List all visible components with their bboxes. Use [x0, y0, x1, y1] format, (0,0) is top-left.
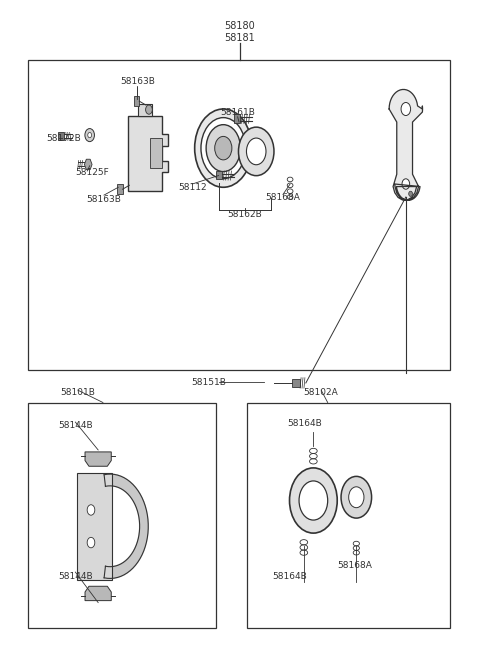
- Bar: [247, 403, 450, 627]
- Bar: [28, 403, 216, 627]
- Text: 58168A: 58168A: [337, 561, 372, 570]
- Circle shape: [401, 102, 410, 115]
- Circle shape: [145, 105, 152, 114]
- Circle shape: [206, 124, 240, 172]
- Bar: [216, 171, 222, 179]
- Circle shape: [299, 481, 328, 520]
- Circle shape: [341, 476, 372, 518]
- Bar: [117, 184, 122, 195]
- Circle shape: [246, 138, 266, 165]
- Text: 58161B: 58161B: [220, 108, 255, 117]
- Bar: [292, 379, 300, 387]
- Circle shape: [239, 127, 274, 176]
- Text: 58144B: 58144B: [58, 421, 93, 430]
- Bar: [77, 473, 112, 580]
- Text: 58112: 58112: [178, 183, 206, 192]
- Circle shape: [85, 128, 95, 141]
- Text: 58125F: 58125F: [75, 168, 109, 178]
- Text: 58168A: 58168A: [265, 193, 300, 202]
- Text: 58163B: 58163B: [120, 77, 155, 86]
- Circle shape: [408, 191, 412, 196]
- Circle shape: [88, 132, 92, 138]
- Polygon shape: [85, 452, 111, 466]
- Text: 58163B: 58163B: [86, 195, 121, 204]
- Circle shape: [402, 179, 409, 189]
- Bar: [138, 103, 152, 115]
- Polygon shape: [104, 474, 148, 578]
- Polygon shape: [389, 90, 422, 200]
- Text: 58164B: 58164B: [273, 572, 308, 581]
- Text: 58162B: 58162B: [228, 210, 262, 219]
- Text: 58102A: 58102A: [304, 388, 338, 396]
- Bar: [133, 96, 139, 106]
- Circle shape: [348, 487, 364, 508]
- Circle shape: [87, 537, 95, 548]
- Bar: [234, 114, 240, 122]
- Text: 58164B: 58164B: [287, 419, 322, 428]
- Circle shape: [201, 118, 246, 179]
- Bar: [150, 138, 162, 168]
- Bar: [28, 60, 450, 370]
- Text: 58172B: 58172B: [47, 134, 82, 143]
- Circle shape: [289, 468, 337, 533]
- Polygon shape: [128, 115, 168, 191]
- Text: 58181: 58181: [225, 33, 255, 43]
- Polygon shape: [84, 159, 92, 170]
- Text: 58144B: 58144B: [58, 572, 93, 581]
- Bar: [58, 132, 64, 140]
- Text: 58180: 58180: [225, 21, 255, 31]
- Text: 58101B: 58101B: [60, 388, 95, 396]
- Polygon shape: [85, 586, 111, 601]
- Text: 58151B: 58151B: [192, 378, 227, 387]
- Circle shape: [87, 505, 95, 515]
- Circle shape: [195, 109, 252, 187]
- Circle shape: [215, 136, 232, 160]
